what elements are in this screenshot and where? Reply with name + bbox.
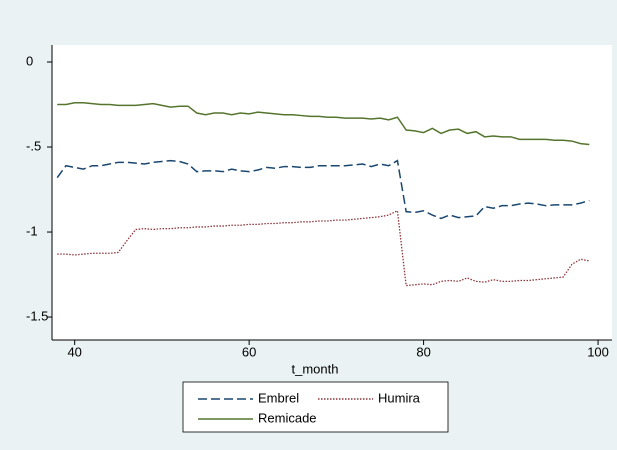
legend: [182, 381, 449, 433]
y-tick-label: 0: [26, 53, 33, 68]
plot-area: [52, 45, 612, 340]
x-tick-label: 80: [416, 344, 430, 359]
series-line: [57, 102, 590, 146]
x-tick-label: 60: [242, 344, 256, 359]
series-line: [57, 209, 590, 287]
legend-label: Embrel: [258, 390, 299, 405]
x-tick-label: 40: [67, 344, 81, 359]
y-tick-label: -1.5: [26, 308, 48, 323]
x-axis-title: t_month: [292, 361, 339, 376]
x-tick-label: 100: [587, 344, 609, 359]
legend-label: Remicade: [258, 410, 317, 425]
legend-label: Humira: [378, 390, 421, 405]
y-tick-label: -1: [26, 223, 38, 238]
series-line: [56, 159, 590, 220]
y-tick-label: -.5: [26, 138, 41, 153]
